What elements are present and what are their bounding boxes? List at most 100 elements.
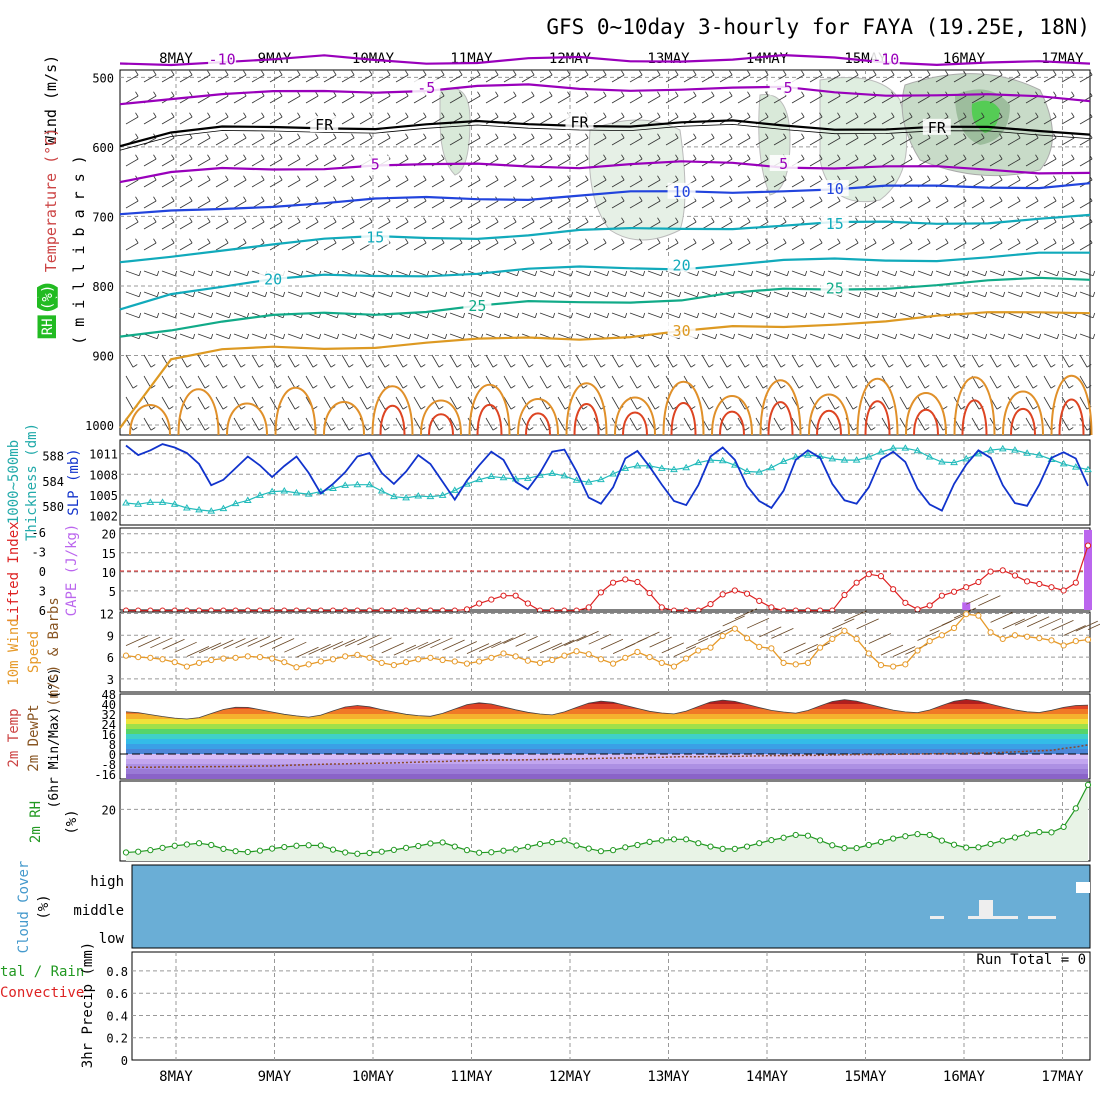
wind-barb-flag <box>1035 154 1039 160</box>
chart-title: GFS 0~10day 3-hourly for FAYA (19.25E, 1… <box>546 15 1090 39</box>
wind-barb <box>233 74 247 83</box>
wind-barb-flag <box>387 217 391 223</box>
thickness-point <box>755 468 764 475</box>
thickness-point <box>609 470 617 477</box>
low-contour-30 <box>274 387 317 436</box>
rh-point <box>524 843 531 850</box>
thickness-point <box>231 499 240 507</box>
wind-barb <box>305 417 314 431</box>
thickness-point <box>621 464 630 471</box>
wind-barb <box>143 333 158 340</box>
wind-barb-flag <box>924 364 930 368</box>
wind-barb <box>539 291 554 298</box>
rh-point <box>646 838 653 846</box>
wind-barb <box>467 354 476 368</box>
wind-barb <box>251 74 265 83</box>
wind10m-speed-series <box>122 611 1092 671</box>
wind-barb <box>539 354 548 368</box>
wind-barb-flag <box>354 291 358 297</box>
wind-barb-flag <box>171 175 175 181</box>
wind-barb <box>1079 242 1093 251</box>
wind-barb <box>575 354 584 368</box>
wind-barb-flag <box>135 217 139 223</box>
wind-barb <box>521 291 536 298</box>
thickness-point <box>1071 463 1080 470</box>
wind-barb-flag <box>876 333 880 339</box>
wind-barb <box>1007 137 1021 146</box>
wind-barb-flag <box>819 133 823 139</box>
wind-barb-flag <box>516 270 520 276</box>
wind-barb <box>233 291 248 298</box>
wind-barb-flag <box>441 133 445 139</box>
wind-barb <box>665 291 680 298</box>
wind-barb-flag <box>153 91 157 97</box>
wind-barb <box>719 221 733 230</box>
wind-barb-flag <box>729 175 733 181</box>
wind-barb-flag <box>693 70 697 76</box>
wind-barb <box>647 375 656 389</box>
wind-barb-flag <box>171 154 175 160</box>
wind-barb-flag <box>531 70 535 76</box>
wind10m-barb <box>661 642 684 654</box>
wind-barb-flag <box>243 70 247 76</box>
isotherm-label-bg <box>769 79 798 96</box>
wind-barb-flag <box>366 385 372 389</box>
rh-point <box>415 842 422 850</box>
wind-barb <box>881 95 895 104</box>
wind-speed-point <box>768 645 775 652</box>
wind-barb-flag <box>1035 112 1039 118</box>
wind-speed-point <box>658 659 665 667</box>
wind-barb <box>845 354 854 368</box>
wind-barb-flag <box>870 427 876 431</box>
wind-barb-flag <box>603 154 607 160</box>
wind-barb <box>719 396 728 410</box>
wind-barb <box>143 354 152 368</box>
wind-barb <box>287 291 302 298</box>
wind-barb-flag <box>210 291 214 297</box>
wind-barb-flag <box>387 112 391 118</box>
wind-speed-point <box>622 654 629 661</box>
wind-barb-flag <box>261 133 265 139</box>
wind-barb <box>557 354 566 368</box>
wind-barb <box>341 116 355 125</box>
wind-barb <box>323 242 337 251</box>
wind-barb-flag <box>1017 238 1021 244</box>
wind-barb-flag <box>639 238 643 244</box>
wind10m-barb <box>588 633 611 645</box>
wind-barb <box>161 396 170 410</box>
wind-barb-flag <box>405 133 409 139</box>
wind-speed-point <box>926 637 933 645</box>
wind-barb-flag <box>639 217 643 223</box>
wind-barb <box>899 200 913 209</box>
wind-barb-flag <box>1038 270 1042 276</box>
wind-barb-flag <box>924 385 930 389</box>
wind-barb <box>359 375 368 389</box>
wind-barb-flag <box>567 238 571 244</box>
wind-barb-flag <box>873 196 877 202</box>
wind10m-barb <box>308 643 331 655</box>
wind-barb <box>143 116 157 125</box>
wind-barb-flag <box>909 70 913 76</box>
wind-barb <box>359 179 373 188</box>
wind-barb-flag <box>531 217 535 223</box>
wind-barb-flag <box>438 385 444 389</box>
wind-barb <box>1043 417 1052 431</box>
wind-barb-flag <box>132 427 138 431</box>
wind-barb-flag <box>966 291 970 297</box>
wind-barb-flag <box>639 154 643 160</box>
wind-barb-flag <box>816 364 822 368</box>
wind-barb-flag <box>927 196 931 202</box>
wind-barb <box>143 417 152 431</box>
wind-barb-flag <box>297 175 301 181</box>
wind-barb-flag <box>621 91 625 97</box>
low-contour-30 <box>371 385 414 436</box>
wind-speed-point <box>999 635 1006 643</box>
wind-barb <box>1061 158 1075 167</box>
rh-point <box>208 841 215 849</box>
wind-barb <box>1025 354 1034 368</box>
wind-barb-flag <box>297 217 301 223</box>
wind-barb <box>1025 158 1039 167</box>
low-contour-30 <box>226 402 268 436</box>
isotherm-label: -5 <box>417 79 435 97</box>
